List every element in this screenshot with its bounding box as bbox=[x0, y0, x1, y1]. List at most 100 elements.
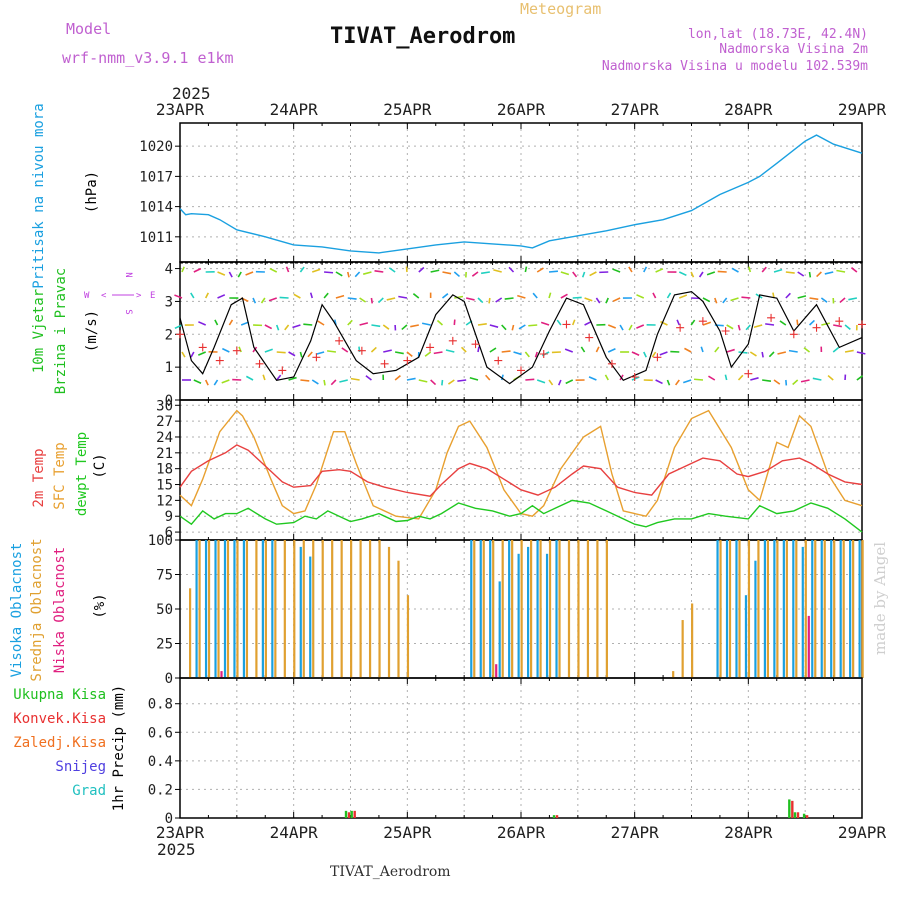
cloud-bar-high bbox=[195, 540, 197, 678]
wind-barb bbox=[229, 320, 232, 325]
cloud-bar-mid bbox=[824, 540, 826, 678]
precip-bar-conv bbox=[806, 815, 808, 818]
wind-barb bbox=[798, 272, 804, 276]
cloud-bar-high bbox=[849, 540, 851, 678]
y-tick-label: 21 bbox=[156, 446, 173, 462]
wind-barb bbox=[431, 270, 440, 272]
wind-gust-marker bbox=[722, 327, 730, 335]
wind-barb bbox=[833, 325, 842, 327]
wind-barb bbox=[457, 380, 466, 381]
wind-barb bbox=[762, 352, 763, 357]
wind-barb bbox=[667, 380, 669, 385]
cloud-bar-mid bbox=[189, 588, 191, 678]
precip-bar-total bbox=[345, 811, 347, 818]
wind-barb bbox=[413, 294, 418, 298]
wind-barb bbox=[738, 325, 739, 330]
cloud-bar-mid bbox=[587, 540, 589, 678]
pressure-line bbox=[180, 135, 862, 253]
cloud-bar-high bbox=[764, 540, 766, 678]
cloud-bar-high bbox=[489, 540, 491, 678]
wind-barb bbox=[331, 380, 336, 385]
wind-barb bbox=[351, 379, 360, 380]
y-tick-label: 12 bbox=[156, 493, 173, 509]
wind-barb bbox=[366, 376, 372, 380]
wind-barb bbox=[817, 272, 822, 277]
cloud-bar-mid bbox=[833, 540, 835, 678]
cloud-bar-mid bbox=[265, 540, 267, 678]
cloud-bar-mid bbox=[360, 540, 362, 678]
cloud-bar-high bbox=[205, 540, 207, 678]
x-tick-label-top: 24APR bbox=[270, 100, 319, 119]
wind-barb bbox=[383, 325, 389, 329]
wind-barb bbox=[750, 378, 758, 380]
wind-barb bbox=[277, 325, 279, 330]
wind-barb bbox=[676, 380, 680, 385]
wind-gust-marker bbox=[403, 357, 411, 365]
wind-barb bbox=[398, 297, 407, 298]
cloud-bar-mid bbox=[852, 540, 854, 678]
wind-barb bbox=[303, 324, 312, 325]
wind-barb bbox=[804, 348, 810, 352]
x-tick-label-top: 28APR bbox=[724, 100, 773, 119]
pressure-axis-label: Pritisak na nivou mora bbox=[31, 103, 47, 288]
wind-barb bbox=[653, 293, 656, 298]
wind-barb bbox=[660, 352, 668, 355]
cloud-bar-high bbox=[527, 547, 529, 678]
wind-barb bbox=[407, 378, 416, 380]
wind-barb bbox=[679, 295, 687, 298]
wind-barb bbox=[229, 272, 232, 277]
wind-barb bbox=[442, 380, 443, 385]
cloud-bar-mid bbox=[407, 595, 409, 678]
cloud-bar-high bbox=[773, 540, 775, 678]
y-tick-label: 4 bbox=[165, 262, 173, 278]
wind-barb bbox=[312, 269, 320, 272]
wind-gust-marker bbox=[381, 360, 389, 368]
y-tick-label: 0 bbox=[165, 811, 173, 827]
cloud-bar-mid bbox=[767, 540, 769, 678]
model-name: wrf-nmm_v3.9.1 e1km bbox=[62, 49, 234, 67]
wind-barb bbox=[466, 298, 474, 300]
wind-barb bbox=[581, 347, 584, 352]
precip-legend-3: Snijeg bbox=[55, 759, 106, 775]
x-tick-label-bottom: 24APR bbox=[270, 823, 319, 842]
cloud-high-axis-label: Visoka Oblacnost bbox=[9, 543, 25, 678]
precip-bar-conv bbox=[354, 811, 356, 818]
cloud-bar-high bbox=[214, 540, 216, 678]
wind-gust-marker bbox=[449, 337, 457, 345]
wind-barb bbox=[348, 320, 353, 325]
cloud-bar-mid bbox=[236, 540, 238, 678]
wind-gust-marker bbox=[256, 360, 264, 368]
y-tick-label: 1017 bbox=[139, 169, 173, 185]
cloud-bar-high bbox=[271, 540, 273, 678]
cloud-bar-high bbox=[811, 540, 813, 678]
wind-barb bbox=[215, 320, 218, 325]
wind-barb bbox=[774, 380, 780, 384]
cloud-bar-mid bbox=[596, 540, 598, 678]
cloud-bar-high bbox=[840, 540, 842, 678]
wind-barb bbox=[462, 347, 467, 352]
x-tick-label-top: 27APR bbox=[611, 100, 660, 119]
cloud-bar-high bbox=[859, 540, 861, 678]
wind-barb bbox=[769, 352, 774, 357]
wind-barb bbox=[731, 298, 739, 301]
y-tick-label: 15 bbox=[156, 478, 173, 494]
wind-barb bbox=[371, 298, 372, 303]
cloud-bar-low bbox=[220, 671, 222, 678]
y-tick-label: 25 bbox=[156, 637, 173, 653]
wind-barb bbox=[727, 350, 735, 352]
wind-barb bbox=[810, 272, 811, 277]
wind-barb bbox=[222, 380, 230, 383]
y-tick-label: 100 bbox=[148, 533, 173, 549]
wind-barb bbox=[318, 321, 324, 325]
wind-barb bbox=[198, 322, 205, 325]
wind-barb bbox=[324, 293, 328, 298]
cloud-bar-mid bbox=[246, 540, 248, 678]
wind-barb bbox=[434, 352, 443, 353]
cloud-bar-mid bbox=[198, 540, 200, 678]
wind-barb bbox=[206, 380, 208, 385]
cloud-bar-high bbox=[309, 557, 311, 678]
page-title: TIVAT_Aerodrom bbox=[330, 24, 515, 49]
wind-barb bbox=[533, 293, 537, 298]
x-tick-label-bottom: 26APR bbox=[497, 823, 546, 842]
compass-arrow-left: < bbox=[101, 291, 107, 301]
